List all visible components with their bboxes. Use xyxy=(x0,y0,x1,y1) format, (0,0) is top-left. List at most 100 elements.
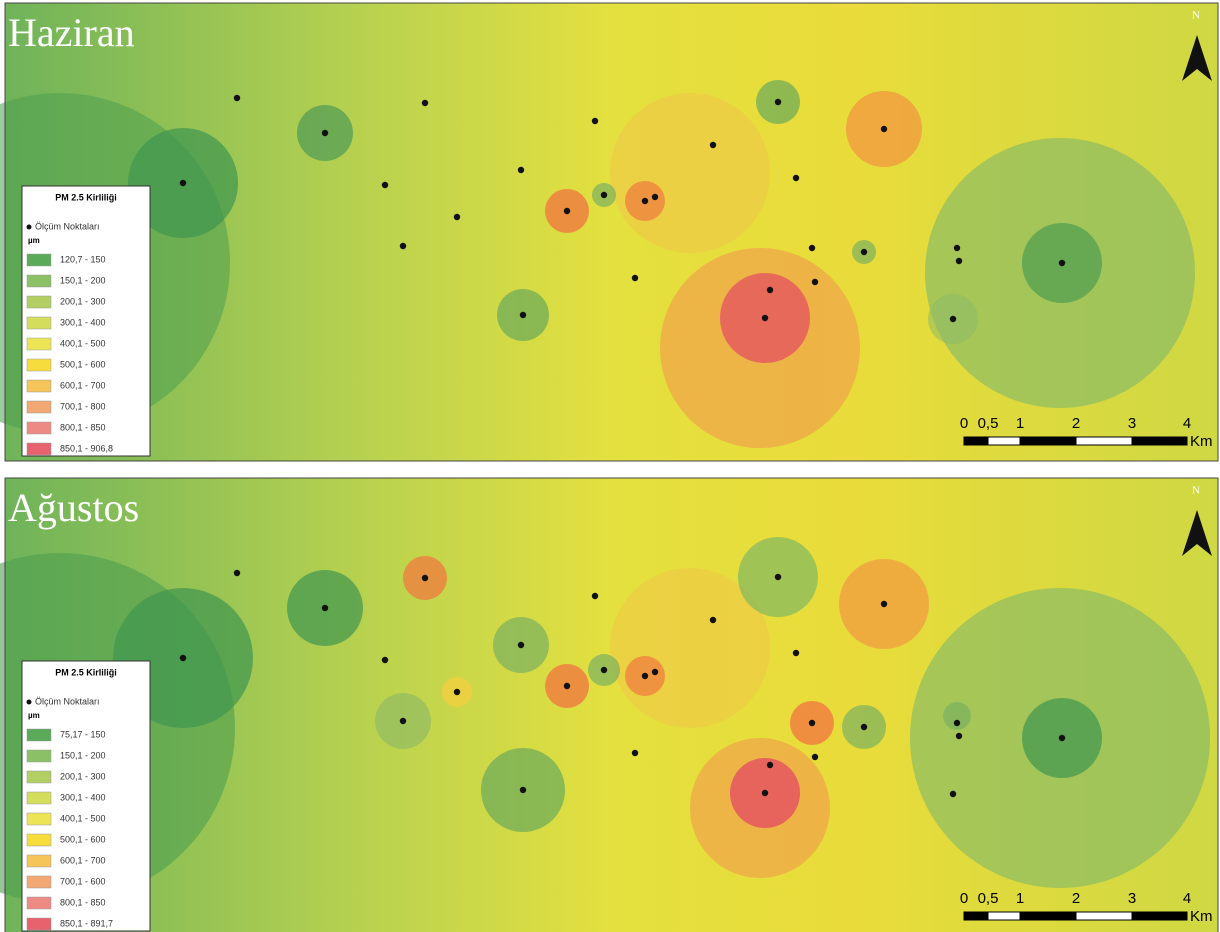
legend-class-label: 850,1 - 891,7 xyxy=(60,918,113,928)
legend-class-label: 75,17 - 150 xyxy=(60,729,106,739)
measurement-point xyxy=(793,650,799,656)
scale-segment xyxy=(1132,912,1187,920)
legend-swatch xyxy=(27,401,51,413)
legend-unit: µm xyxy=(28,236,40,245)
legend-point-symbol xyxy=(27,700,32,705)
measurement-point xyxy=(954,720,960,726)
legend-swatch xyxy=(27,729,51,741)
legend-class-label: 300,1 - 400 xyxy=(60,792,106,802)
scale-label: 4 xyxy=(1183,890,1191,907)
legend-class-label: 600,1 - 700 xyxy=(60,855,106,865)
measurement-point xyxy=(400,718,406,724)
legend-points-label: Ölçüm Noktaları xyxy=(35,221,100,231)
measurement-point xyxy=(234,95,240,101)
legend-swatch xyxy=(27,422,51,434)
north-label: N xyxy=(1192,10,1200,22)
measurement-point xyxy=(881,126,887,132)
scale-segment xyxy=(1020,912,1076,920)
measurement-point xyxy=(454,689,460,695)
legend-swatch xyxy=(27,275,51,287)
scale-label: 3 xyxy=(1128,890,1136,907)
measurement-point xyxy=(642,673,648,679)
measurement-point xyxy=(775,574,781,580)
legend-class-label: 600,1 - 700 xyxy=(60,380,106,390)
measurement-point xyxy=(1059,735,1065,741)
measurement-point xyxy=(956,733,962,739)
legend-class-label: 400,1 - 500 xyxy=(60,813,106,823)
measurement-point xyxy=(520,787,526,793)
legend-points-label: Ölçüm Noktaları xyxy=(35,696,100,706)
scale-segment xyxy=(1132,437,1187,445)
measurement-point xyxy=(775,99,781,105)
legend-swatch xyxy=(27,750,51,762)
measurement-point xyxy=(382,657,388,663)
legend-class-label: 400,1 - 500 xyxy=(60,338,106,348)
scale-unit: Km xyxy=(1190,908,1213,925)
scale-label: 2 xyxy=(1072,415,1080,432)
measurement-point xyxy=(422,575,428,581)
measurement-point xyxy=(767,762,773,768)
measurement-point xyxy=(767,287,773,293)
legend-class-label: 800,1 - 850 xyxy=(60,422,106,432)
legend-class-label: 300,1 - 400 xyxy=(60,317,106,327)
measurement-point xyxy=(382,182,388,188)
measurement-point xyxy=(180,180,186,186)
measurement-point xyxy=(234,570,240,576)
legend-swatch xyxy=(27,296,51,308)
scale-label: 0 xyxy=(960,890,968,907)
measurement-point xyxy=(956,258,962,264)
legend-swatch xyxy=(27,918,51,930)
scale-label: 4 xyxy=(1183,415,1191,432)
scale-segment xyxy=(964,912,988,920)
measurement-point xyxy=(710,617,716,623)
legend-swatch xyxy=(27,254,51,266)
legend-swatch xyxy=(27,876,51,888)
legend-class-label: 120,7 - 150 xyxy=(60,254,106,264)
scale-label: 0,5 xyxy=(978,890,999,907)
measurement-point xyxy=(400,243,406,249)
scale-label: 2 xyxy=(1072,890,1080,907)
measurement-point xyxy=(322,605,328,611)
legend-class-label: 200,1 - 300 xyxy=(60,296,106,306)
legend-point-symbol xyxy=(27,225,32,230)
legend-class-label: 200,1 - 300 xyxy=(60,771,106,781)
legend-swatch xyxy=(27,443,51,455)
measurement-point xyxy=(564,683,570,689)
scale-unit: Km xyxy=(1190,433,1213,450)
legend-class-label: 700,1 - 600 xyxy=(60,876,106,886)
measurement-point xyxy=(762,790,768,796)
measurement-point xyxy=(762,315,768,321)
legend-class-label: 500,1 - 600 xyxy=(60,359,106,369)
legend-title: PM 2.5 Kirliliği xyxy=(55,667,117,677)
pollution-zone xyxy=(610,93,770,253)
scale-label: 1 xyxy=(1016,890,1024,907)
panel-title: Haziran xyxy=(8,10,135,55)
measurement-point xyxy=(592,118,598,124)
measurement-point xyxy=(518,642,524,648)
measurement-point xyxy=(950,316,956,322)
scale-segment xyxy=(964,437,988,445)
measurement-point xyxy=(454,214,460,220)
measurement-point xyxy=(180,655,186,661)
measurement-point xyxy=(592,593,598,599)
legend-swatch xyxy=(27,771,51,783)
measurement-point xyxy=(601,192,607,198)
scale-segment xyxy=(988,437,1020,445)
legend-class-label: 150,1 - 200 xyxy=(60,750,106,760)
measurement-point xyxy=(518,167,524,173)
measurement-point xyxy=(652,669,658,675)
legend-swatch xyxy=(27,855,51,867)
legend-swatch xyxy=(27,338,51,350)
legend-swatch xyxy=(27,359,51,371)
scale-label: 0,5 xyxy=(978,415,999,432)
measurement-point xyxy=(642,198,648,204)
measurement-point xyxy=(812,279,818,285)
measurement-point xyxy=(809,245,815,251)
scale-label: 1 xyxy=(1016,415,1024,432)
measurement-point xyxy=(710,142,716,148)
legend-class-label: 150,1 - 200 xyxy=(60,275,106,285)
legend-class-label: 500,1 - 600 xyxy=(60,834,106,844)
measurement-point xyxy=(954,245,960,251)
legend-swatch xyxy=(27,380,51,392)
